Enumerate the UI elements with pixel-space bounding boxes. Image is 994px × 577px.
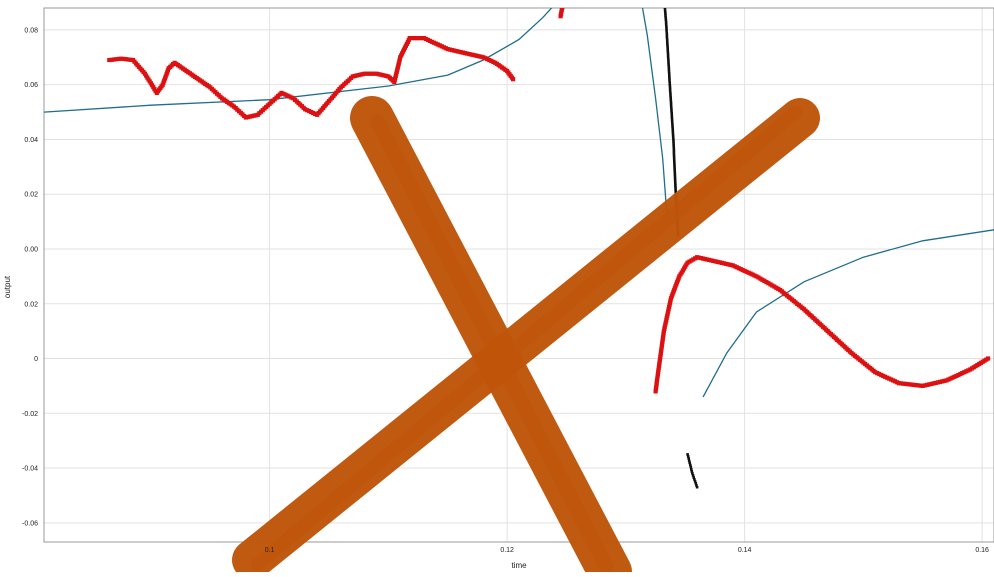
data-point-fitted [665,30,668,33]
x-tick-label: 0.12 [500,547,514,554]
y-tick-label: -0.06 [22,520,38,527]
y-tick-label: 0 [34,356,38,363]
y-tick-label: 0.00 [24,246,38,253]
data-point-measured [561,0,565,3]
data-point-fitted [668,72,671,75]
data-point-fitted [665,23,668,26]
x-tick-label: 0.1 [265,547,275,554]
x-tick-label: 0.14 [738,547,752,554]
data-point-measured [561,3,565,7]
data-point-measured [562,0,566,1]
data-point-fitted [667,59,670,62]
data-point-fitted [696,486,699,489]
y-tick-label: 0.02 [24,301,38,308]
y-tick-label: 0.08 [24,27,38,34]
data-point-measured [561,1,565,5]
y-tick-label: -0.04 [22,466,38,473]
x-tick-label: 0.16 [975,547,989,554]
data-point-measured [986,356,990,360]
y-tick-label: -0.02 [22,411,38,418]
plot-background [44,8,994,542]
x-axis-label: time [511,561,527,570]
data-point-fitted [666,45,669,48]
data-point-fitted [663,1,666,4]
data-point-fitted [666,37,669,40]
data-point-measured [511,77,515,81]
y-tick-label: 0.04 [24,137,38,144]
y-axis-label: output [3,275,12,298]
y-tick-label: 0.06 [24,82,38,89]
data-point-fitted [663,0,666,2]
data-point-fitted [668,81,671,84]
y-tick-label: 0.02 [24,192,38,199]
data-point-fitted [663,3,666,6]
data-point-fitted [668,66,671,69]
data-point-fitted [667,52,670,55]
